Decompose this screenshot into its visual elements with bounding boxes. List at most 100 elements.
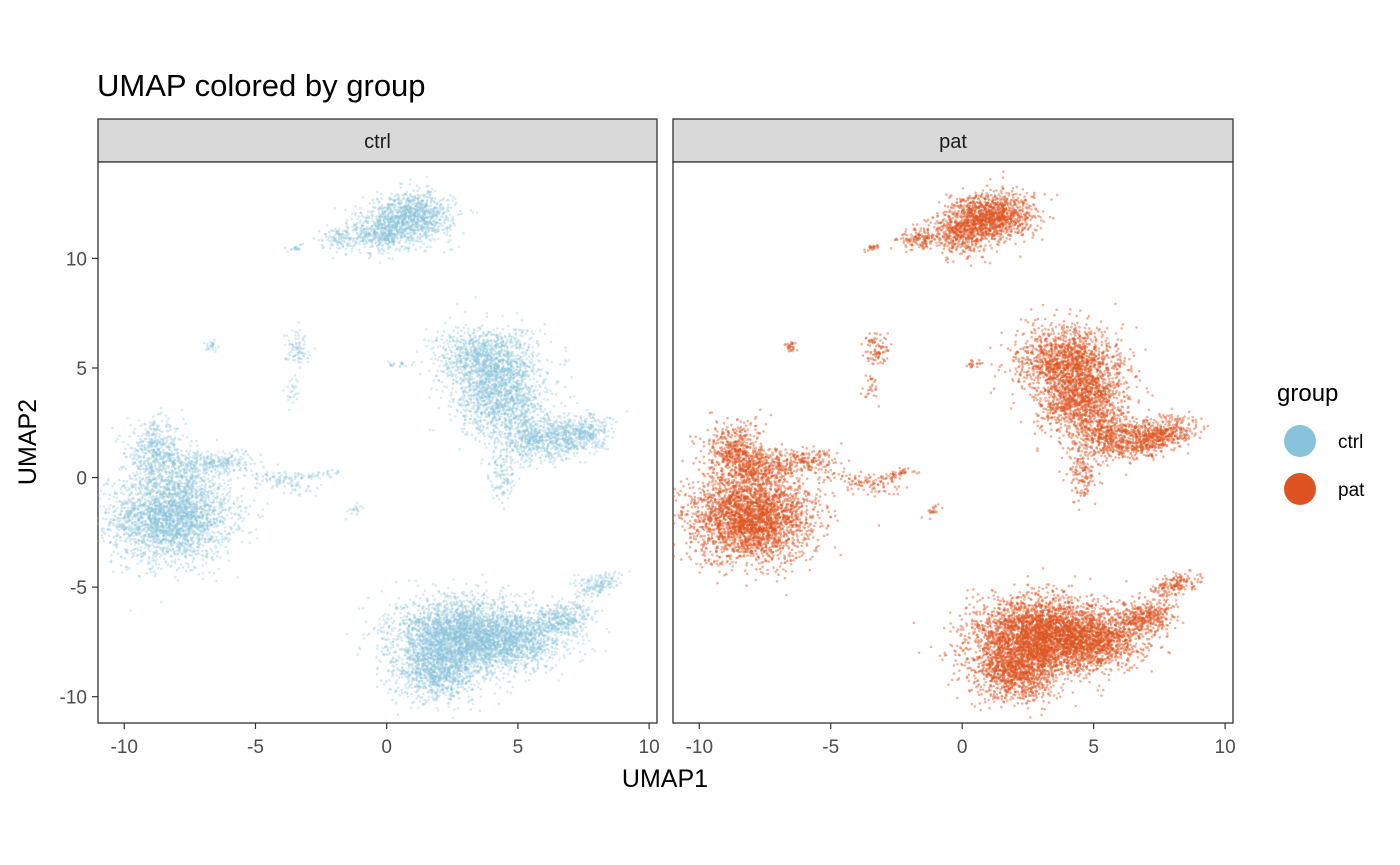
scatter-point — [177, 579, 180, 582]
scatter-point — [206, 450, 209, 453]
scatter-point — [172, 486, 175, 489]
scatter-point — [131, 516, 134, 519]
scatter-point — [229, 487, 232, 490]
scatter-point — [194, 497, 197, 500]
scatter-point — [195, 503, 198, 506]
scatter-point — [113, 482, 116, 485]
scatter-point — [130, 543, 133, 546]
scatter-point — [119, 539, 122, 542]
scatter-point — [224, 530, 227, 533]
scatter-point — [300, 477, 303, 480]
scatter-point — [316, 475, 319, 478]
scatter-point — [162, 466, 165, 469]
scatter-point — [198, 464, 201, 467]
scatter-point — [206, 555, 209, 558]
scatter-point — [228, 452, 231, 455]
scatter-point — [113, 496, 116, 499]
scatter-point — [140, 444, 143, 447]
scatter-point — [149, 568, 152, 571]
scatter-point — [140, 459, 143, 462]
scatter-point — [239, 515, 242, 518]
scatter-point — [193, 464, 196, 467]
scatter-point — [211, 557, 214, 560]
scatter-point — [262, 466, 265, 469]
scatter-point — [151, 560, 154, 563]
scatter-point — [144, 508, 147, 511]
scatter-point — [218, 472, 221, 475]
scatter-point — [156, 487, 159, 490]
scatter-point — [183, 469, 186, 472]
scatter-point — [136, 471, 139, 474]
scatter-point — [326, 471, 329, 474]
scatter-point — [356, 509, 359, 512]
scatter-point — [185, 471, 188, 474]
scatter-point — [434, 197, 437, 200]
scatter-point — [154, 555, 157, 558]
scatter-point — [172, 462, 175, 465]
scatter-point — [181, 515, 184, 518]
scatter-point — [214, 475, 217, 478]
scatter-point — [260, 461, 263, 464]
scatter-point — [143, 423, 146, 426]
scatter-point — [159, 461, 162, 464]
scatter-point — [123, 534, 126, 537]
scatter-point — [247, 454, 250, 457]
scatter-point — [240, 495, 243, 498]
scatter-point — [209, 505, 212, 508]
scatter-point — [277, 483, 280, 486]
scatter-point — [219, 498, 222, 501]
scatter-point — [161, 431, 164, 434]
scatter-point — [122, 484, 125, 487]
scatter-point — [233, 469, 236, 472]
scatter-point — [170, 469, 173, 472]
scatter-point — [202, 534, 205, 537]
scatter-point — [237, 451, 240, 454]
scatter-point — [251, 458, 254, 461]
scatter-point — [417, 193, 420, 196]
scatter-point — [178, 438, 181, 441]
scatter-point — [298, 473, 301, 476]
scatter-point — [160, 479, 163, 482]
scatter-point — [134, 521, 137, 524]
scatter-point — [106, 483, 109, 486]
scatter-point — [138, 477, 141, 480]
scatter-point — [147, 500, 150, 503]
scatter-point — [217, 461, 220, 464]
scatter-point — [207, 529, 210, 532]
scatter-point — [185, 522, 188, 525]
scatter-point — [459, 210, 462, 213]
scatter-point — [223, 517, 226, 520]
plot-title: UMAP colored by group — [97, 68, 426, 103]
scatter-point — [149, 550, 152, 553]
scatter-point — [153, 419, 156, 422]
scatter-point — [294, 488, 297, 491]
scatter-point — [231, 463, 234, 466]
scatter-point — [117, 552, 120, 555]
scatter-point — [160, 441, 163, 444]
scatter-point — [256, 537, 259, 540]
facet-strip-label-ctrl: ctrl — [364, 131, 391, 153]
scatter-point — [189, 449, 192, 452]
scatter-point — [185, 459, 188, 462]
scatter-point — [202, 578, 205, 581]
scatter-point — [201, 490, 204, 493]
scatter-point — [205, 514, 208, 517]
scatter-point — [174, 463, 177, 466]
scatter-point — [153, 535, 156, 538]
scatter-point — [211, 478, 214, 481]
scatter-point — [196, 450, 199, 453]
scatter-point — [139, 511, 142, 514]
scatter-point — [132, 535, 135, 538]
scatter-point — [208, 473, 211, 476]
scatter-point — [173, 453, 176, 456]
scatter-point — [312, 472, 315, 475]
scatter-point — [181, 498, 184, 501]
scatter-point — [194, 533, 197, 536]
scatter-point — [165, 532, 168, 535]
scatter-point — [177, 545, 180, 548]
scatter-point — [98, 497, 101, 500]
scatter-point — [271, 486, 274, 489]
scatter-point — [105, 518, 108, 521]
scatter-point — [349, 508, 352, 511]
scatter-point — [176, 491, 179, 494]
